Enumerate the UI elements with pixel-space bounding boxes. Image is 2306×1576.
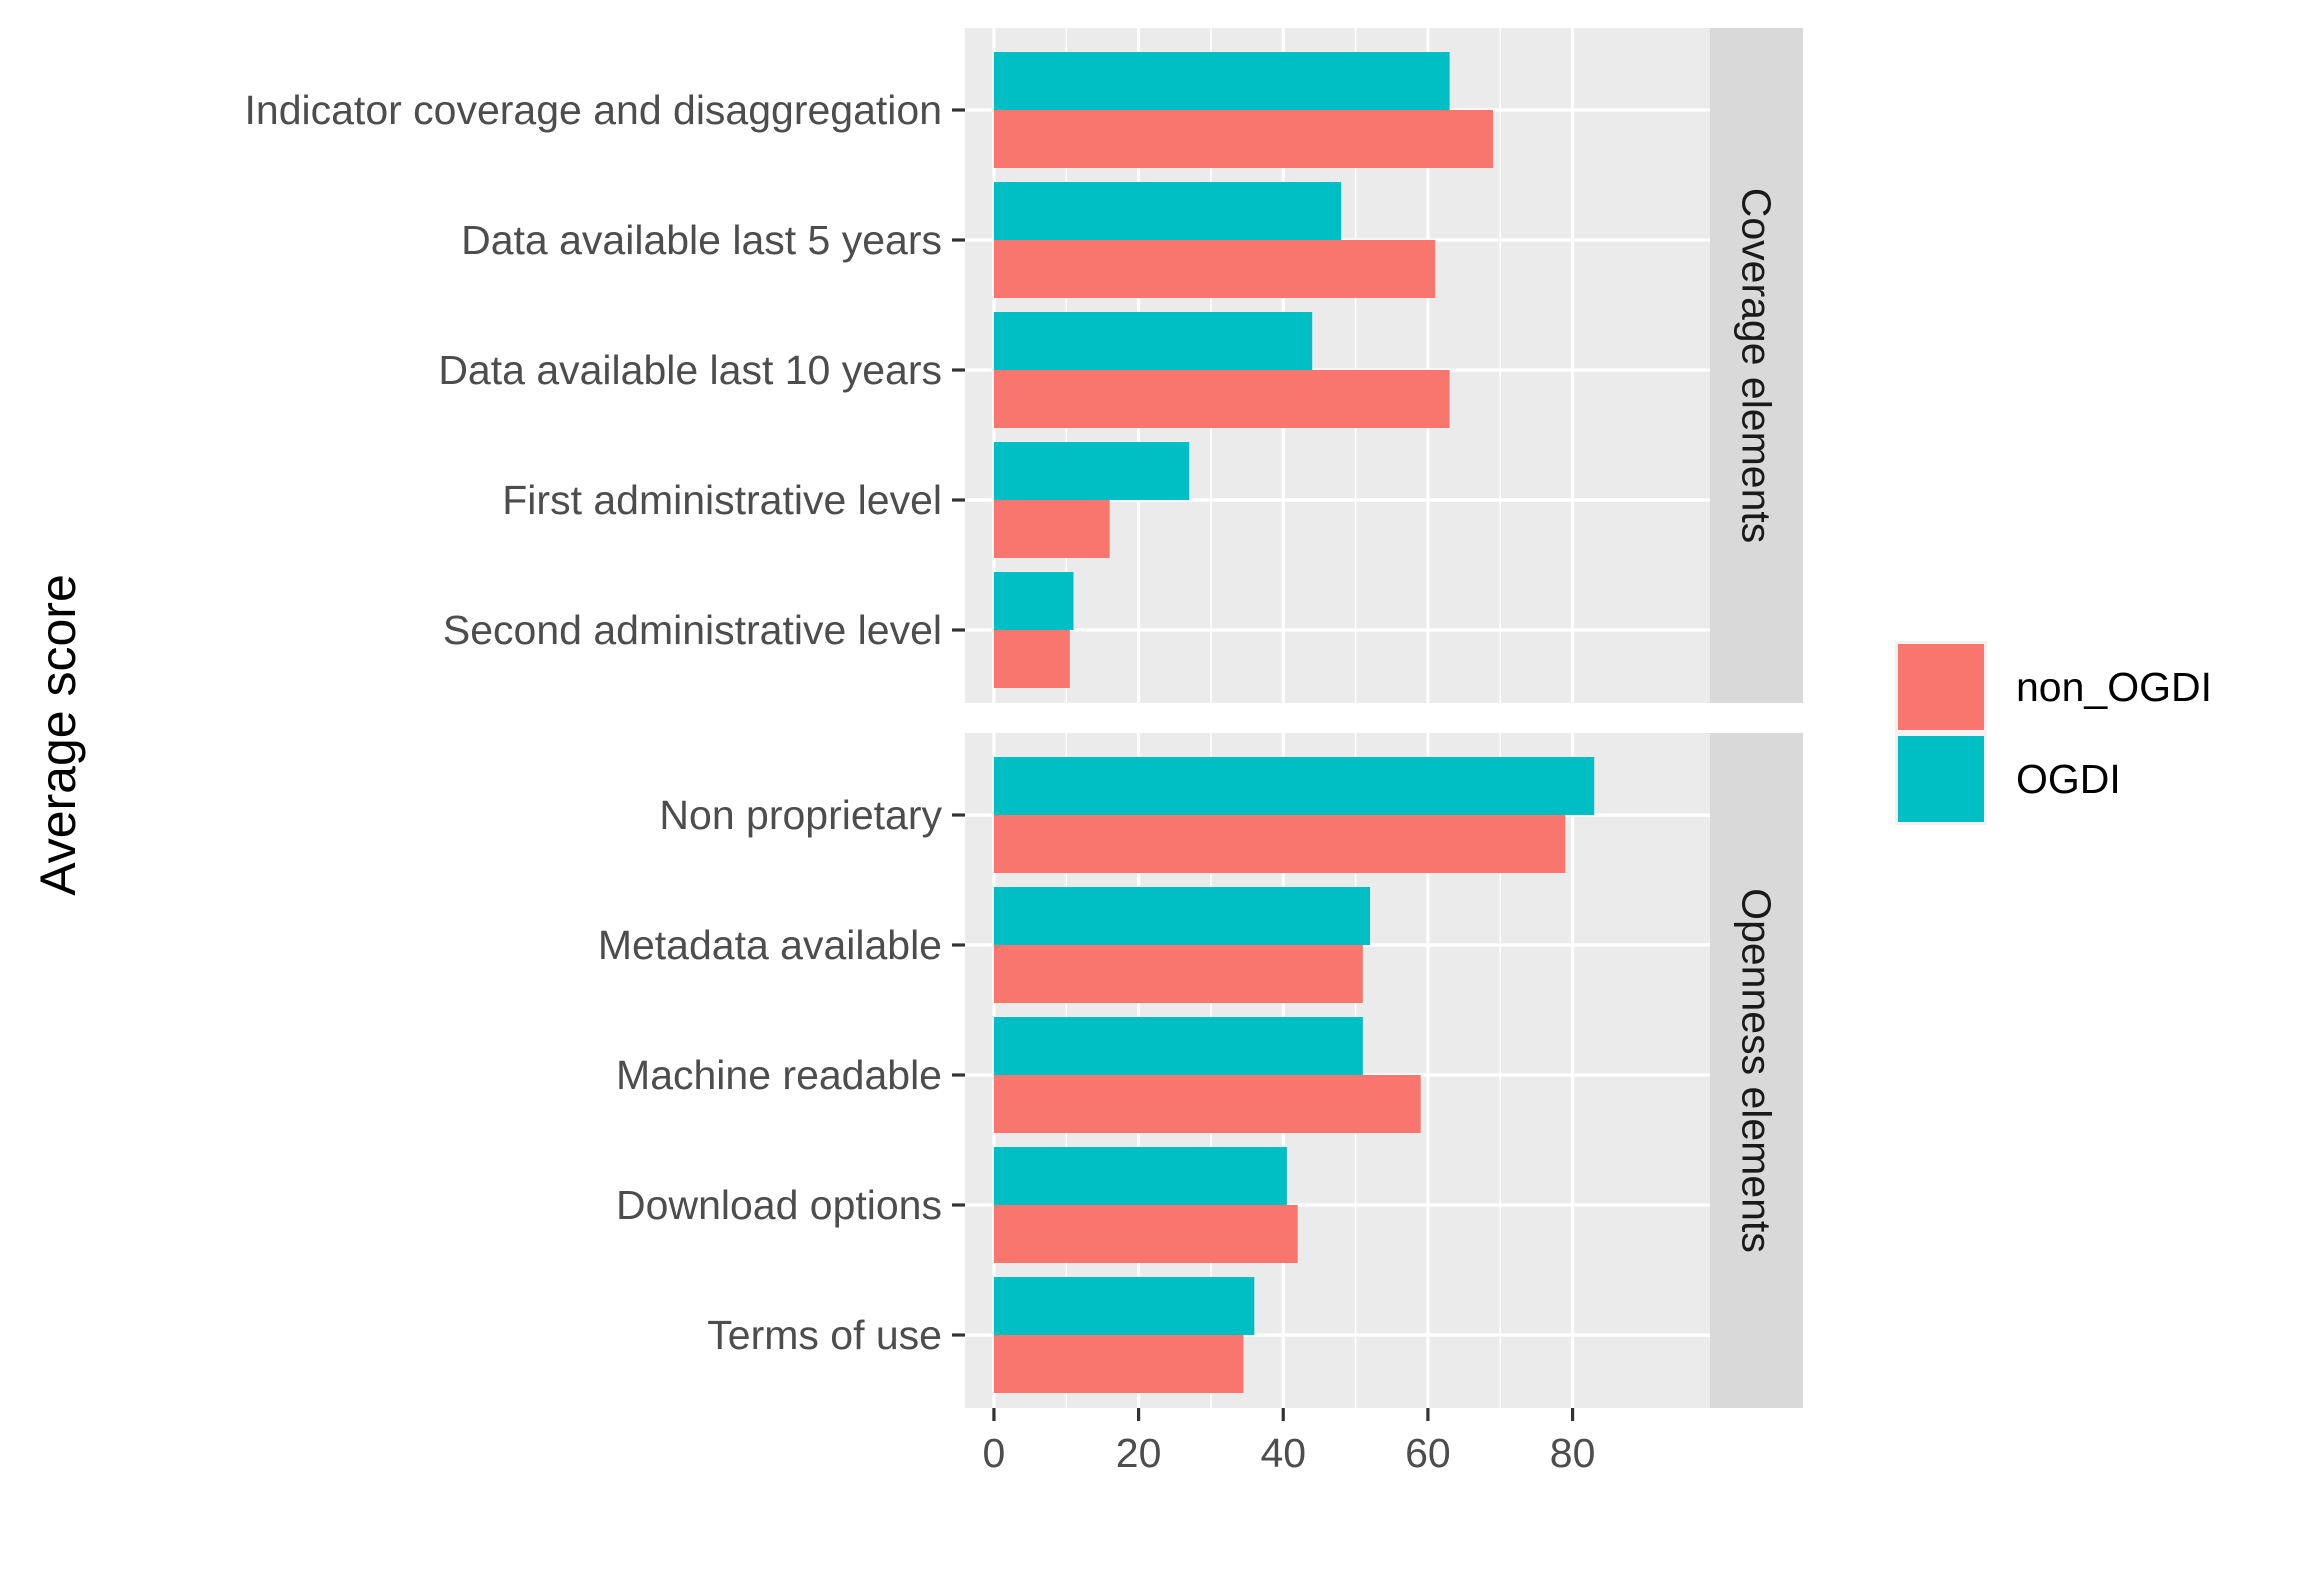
legend-swatch xyxy=(1898,644,1984,730)
y-tick-label: Data available last 5 years xyxy=(461,217,942,263)
y-tick-label: Metadata available xyxy=(598,922,942,968)
y-tick-label: Machine readable xyxy=(616,1052,942,1098)
x-tick-label: 80 xyxy=(1550,1430,1596,1476)
legend-item-ogdi: OGDI xyxy=(1895,733,2121,825)
bar-ogdi-second-administrative-level xyxy=(993,572,1074,630)
bar-non-ogdi-metadata-available xyxy=(993,945,1363,1003)
bar-ogdi-data-available-last-5-years xyxy=(993,182,1342,240)
x-tick-label: 0 xyxy=(983,1430,1006,1476)
bar-non-ogdi-download-options xyxy=(993,1205,1298,1263)
y-tick-label: Non proprietary xyxy=(659,792,942,838)
facet-strip xyxy=(1710,28,1803,703)
x-tick-label: 20 xyxy=(1116,1430,1162,1476)
bar-ogdi-download-options xyxy=(993,1147,1287,1205)
facet-coverage-elements: Indicator coverage and disaggregation Dat… xyxy=(245,28,1803,703)
bar-non-ogdi-first-administrative-level xyxy=(993,500,1110,558)
facet-strip-label: Openness elements xyxy=(1734,888,1780,1253)
legend-label: OGDI xyxy=(2016,756,2121,802)
bar-non-ogdi-data-available-last-5-years xyxy=(993,240,1436,298)
bar-non-ogdi-data-available-last-10-years xyxy=(993,370,1450,428)
bar-ogdi-first-administrative-level xyxy=(993,442,1190,500)
legend-item-non-ogdi: non_OGDI xyxy=(1895,641,2212,733)
bar-non-ogdi-terms-of-use xyxy=(993,1335,1244,1393)
bar-non-ogdi-non-proprietary xyxy=(993,815,1566,873)
panels: Indicator coverage and disaggregation Dat… xyxy=(245,28,1803,1408)
bar-non-ogdi-indicator-coverage-and-disaggregation xyxy=(993,110,1494,168)
legend-swatch xyxy=(1898,736,1984,822)
bar-ogdi-indicator-coverage-and-disaggregation xyxy=(993,52,1450,110)
y-tick-label: Data available last 10 years xyxy=(438,347,942,393)
x-tick-label: 60 xyxy=(1405,1430,1451,1476)
facet-openness-elements: Non proprietary Metadata available Machine… xyxy=(598,733,1803,1408)
bar-ogdi-machine-readable xyxy=(993,1017,1363,1075)
x-axis: 0 20 40 60 80 xyxy=(983,1408,1596,1476)
bar-ogdi-data-available-last-10-years xyxy=(993,312,1313,370)
bar-ogdi-metadata-available xyxy=(993,887,1371,945)
bar-ogdi-terms-of-use xyxy=(993,1277,1255,1335)
y-tick-label: Terms of use xyxy=(707,1312,942,1358)
y-axis-title: Average score xyxy=(30,574,86,895)
y-tick-label: Second administrative level xyxy=(443,607,942,653)
facet-strip xyxy=(1710,733,1803,1408)
y-tick-label: Download options xyxy=(616,1182,942,1228)
legend-label: non_OGDI xyxy=(2016,664,2212,710)
bar-non-ogdi-second-administrative-level xyxy=(993,630,1070,688)
bar-ogdi-non-proprietary xyxy=(993,757,1595,815)
y-tick-label: Indicator coverage and disaggregation xyxy=(245,87,942,133)
legend: non_OGDI OGDI xyxy=(1895,641,2212,825)
x-tick-label: 40 xyxy=(1260,1430,1306,1476)
facet-strip-label: Coverage elements xyxy=(1734,188,1780,544)
bar-non-ogdi-machine-readable xyxy=(993,1075,1421,1133)
y-tick-label: First administrative level xyxy=(502,477,942,523)
